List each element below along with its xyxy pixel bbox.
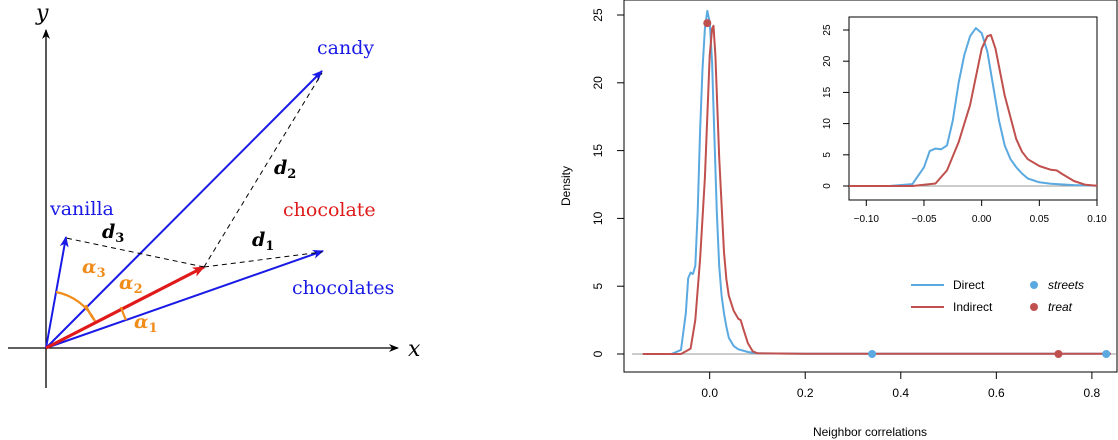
x-axis-title: Neighbor correlations: [813, 425, 927, 439]
d2-label: d2: [274, 157, 296, 182]
alpha1-label: α1: [134, 311, 158, 336]
inset-x-tick-label: 0.00: [972, 214, 992, 225]
d3-distance-line: [65, 237, 205, 268]
series-line-direct: [642, 9, 1111, 355]
inset-series: [849, 27, 1098, 187]
inset-y-tick-label: 15: [822, 86, 833, 98]
inset-axis-ticks: −0.10 −0.05 0.00 0.05 0.10 0 5 10 15 20 25: [822, 24, 1107, 225]
inset-x-tick-label: −0.10: [854, 214, 880, 225]
d1-distance-line: [203, 251, 323, 268]
candy-vector: [45, 70, 323, 349]
series-line-indirect: [642, 24, 1111, 355]
legend-treat-label: treat: [1048, 300, 1073, 314]
y-tick-label: 0: [591, 350, 605, 357]
inset-x-tick-label: 0.10: [1087, 214, 1107, 225]
alpha3-arc: [55, 290, 96, 322]
x-axis-label: x: [408, 337, 421, 362]
density-chart: 0.0 0.2 0.4 0.6 0.8 0 5 10 15 20 25 Neighbor corre…: [559, 0, 1118, 439]
inset-y-tick-label: 0: [822, 183, 833, 189]
legend-direct-label: Direct: [953, 278, 985, 292]
chocolate-vector: [45, 265, 205, 350]
alpha1-arc: [119, 306, 127, 321]
y-tick-label: 20: [591, 76, 605, 90]
legend-treat-point: [1030, 303, 1038, 311]
marker-treat: [1054, 350, 1063, 358]
inset-x-tick-label: −0.05: [911, 214, 937, 225]
inset-y-tick-label: 5: [822, 152, 833, 158]
y-tick-label: 25: [591, 8, 605, 22]
y-tick-label: 10: [591, 211, 605, 225]
vanilla-label: vanilla: [49, 198, 114, 220]
legend-indirect-label: Indirect: [953, 300, 993, 314]
plot-frame: [623, 0, 1118, 373]
inset-series-line-direct: [849, 27, 1098, 187]
inset-y-tick-label: 25: [822, 24, 833, 36]
x-tick-label: 0.8: [1084, 386, 1101, 400]
x-tick-label: 0.6: [988, 386, 1005, 400]
legend-streets-label: streets: [1048, 278, 1084, 292]
inset-y-tick-label: 10: [822, 118, 833, 130]
inset-x-tick-label: 0.05: [1030, 214, 1050, 225]
main-markers: [703, 19, 1111, 358]
chocolate-label: chocolate: [283, 199, 376, 221]
legend-streets-point: [1030, 281, 1038, 289]
d1-label: d1: [252, 229, 274, 254]
chocolates-vector: [45, 250, 324, 349]
d2-distance-line: [203, 72, 323, 268]
x-tick-label: 0.0: [701, 386, 718, 400]
candy-label: candy: [317, 37, 374, 59]
chocolates-label: chocolates: [292, 277, 394, 299]
x-tick-label: 0.2: [797, 386, 814, 400]
d3-label: d3: [102, 221, 124, 246]
inset-y-tick-label: 20: [822, 55, 833, 67]
y-tick-label: 15: [591, 144, 605, 158]
word-vector-diagram: x y candy vanilla chocolate chocolates d…: [8, 1, 421, 388]
x-tick-label: 0.4: [892, 386, 909, 400]
main-axis-ticks: 0.0 0.2 0.4 0.6 0.8 0 5 10 15 20 25: [591, 8, 1101, 400]
inset-chart: −0.10 −0.05 0.00 0.05 0.10 0 5 10 15 20 25: [822, 16, 1107, 225]
marker-streets: [868, 350, 877, 358]
marker-treat: [703, 19, 712, 28]
marker-streets: [1102, 350, 1111, 358]
y-axis-label: y: [35, 1, 49, 26]
legend: Direct Indirect streets treat: [911, 278, 1084, 314]
y-tick-label: 5: [591, 283, 605, 290]
alpha3-label: α3: [82, 256, 106, 281]
inset-series-line-indirect: [849, 34, 1098, 187]
alpha2-label: α2: [119, 272, 143, 297]
y-axis-title: Density: [559, 166, 573, 206]
